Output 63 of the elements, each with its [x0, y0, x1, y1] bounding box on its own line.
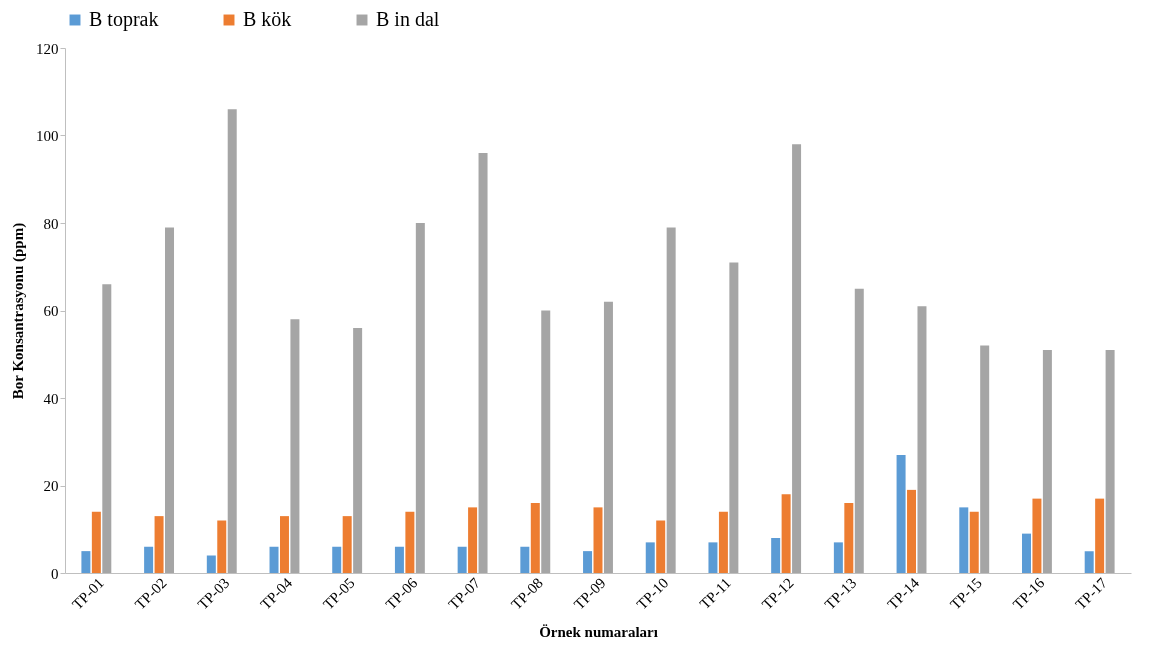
bar: [896, 454, 906, 573]
bar: [342, 516, 352, 573]
bar: [217, 520, 227, 573]
bar: [718, 511, 728, 573]
bar: [457, 546, 467, 573]
bar: [405, 511, 415, 573]
bar: [771, 538, 781, 573]
legend-label: B toprak: [89, 8, 159, 31]
y-axis-title: Bor Konsantrasyonu (ppm): [10, 222, 27, 400]
bar: [468, 507, 478, 573]
bar: [91, 511, 101, 573]
bar: [833, 542, 843, 573]
legend-label: B in dal: [376, 8, 440, 30]
x-axis-title: Örnek numaraları: [539, 623, 658, 640]
bar: [980, 345, 990, 573]
bar: [290, 319, 300, 573]
bar: [165, 227, 175, 573]
bar: [102, 284, 112, 573]
bar: [394, 546, 404, 573]
bar: [227, 109, 237, 573]
bar: [520, 546, 530, 573]
bar: [917, 306, 927, 573]
y-tick-label: 40: [43, 390, 59, 407]
bar: [332, 546, 342, 573]
bar: [1095, 498, 1105, 573]
bar: [144, 546, 154, 573]
bar: [279, 516, 289, 573]
bar: [530, 503, 540, 573]
bar: [1032, 498, 1042, 573]
bar: [1105, 349, 1115, 573]
bar: [583, 551, 593, 573]
bar: [781, 494, 791, 573]
bar: [959, 507, 969, 573]
y-tick-label: 60: [43, 303, 59, 319]
y-tick-label: 20: [43, 478, 59, 494]
bar: [541, 310, 551, 573]
bar: [854, 288, 864, 573]
y-tick-label: 80: [43, 215, 59, 232]
bar: [415, 223, 425, 573]
bar: [708, 542, 718, 573]
bar: [792, 144, 802, 573]
bar: [1021, 533, 1031, 573]
bar: [603, 301, 613, 573]
bar: [478, 153, 488, 573]
y-tick-label: 0: [51, 565, 59, 582]
legend-label: B kök: [243, 8, 292, 30]
bar: [154, 516, 164, 573]
bar: [269, 546, 279, 573]
bar: [1042, 349, 1052, 573]
bar: [844, 503, 854, 573]
bar: [81, 551, 91, 573]
bar: [593, 507, 603, 573]
y-tick-label: 100: [36, 128, 59, 144]
bar: [969, 511, 979, 573]
bar: [1084, 551, 1094, 573]
bar: [666, 227, 676, 573]
bar: [656, 520, 666, 573]
bar: [353, 328, 363, 573]
y-tick-label: 120: [36, 40, 59, 57]
bar: [729, 262, 739, 573]
bar: [907, 489, 917, 573]
bar: [645, 542, 655, 573]
bar: [206, 555, 216, 573]
